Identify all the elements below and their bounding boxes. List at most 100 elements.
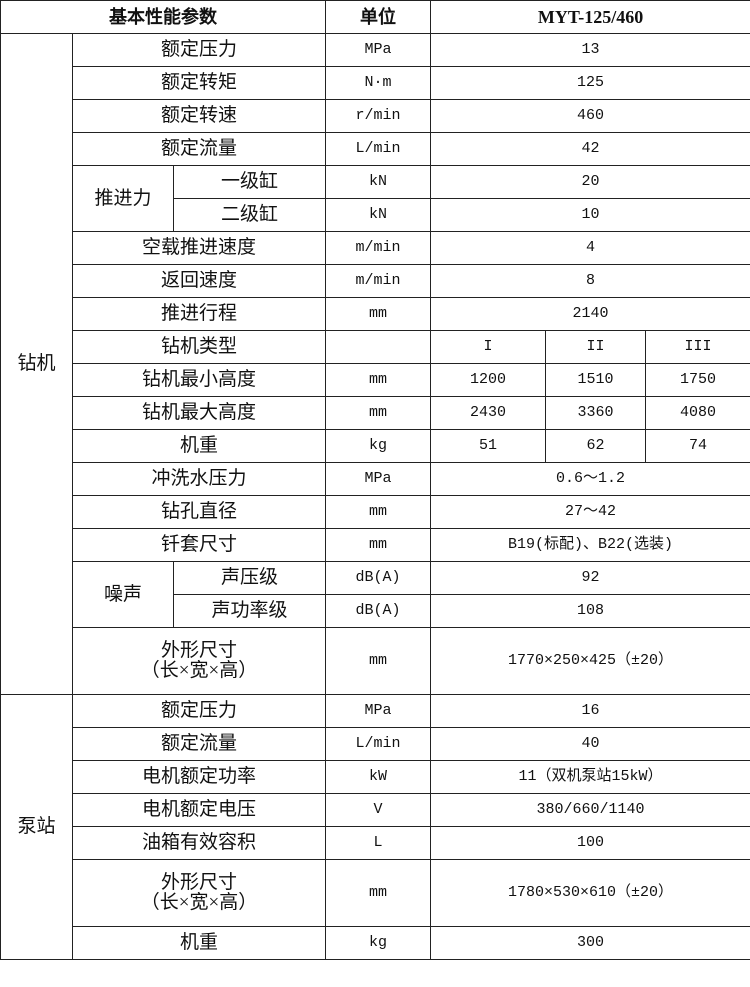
value-cell: II — [545, 330, 647, 364]
param-name-cell: 额定压力 — [71, 33, 327, 67]
group-label: 噪声 — [72, 561, 174, 628]
value-cell: 460 — [430, 99, 750, 133]
value-cell: 108 — [430, 594, 750, 628]
table-row: 额定转速 r/min 460 — [1, 99, 750, 133]
table-row: 油箱有效容积 L 100 — [1, 826, 750, 860]
param-name-cell: 一级缸 — [172, 165, 327, 199]
value-cell: 8 — [430, 264, 750, 298]
unit-cell: kN — [325, 198, 432, 232]
param-name-cell: 推进行程 — [71, 297, 327, 331]
param-name-cell: 机重 — [71, 926, 327, 960]
value-cell: 380/660/1140 — [430, 793, 750, 827]
param-name-cell: 声压级 — [172, 561, 327, 595]
param-name-sub: （长×宽×高） — [140, 660, 258, 681]
table-row: 额定流量 L/min 42 — [1, 132, 750, 166]
unit-cell: mm — [325, 627, 432, 695]
param-name-cell: 油箱有效容积 — [71, 826, 327, 860]
param-name-cell: 额定流量 — [71, 727, 327, 761]
unit-cell: kW — [325, 760, 432, 794]
param-name-cell: 冲洗水压力 — [71, 462, 327, 496]
value-cell: 27～42 — [430, 495, 750, 529]
value-cell: III — [645, 330, 750, 364]
unit-cell: MPa — [325, 462, 432, 496]
value-cell: 40 — [430, 727, 750, 761]
param-name-cell: 声功率级 — [172, 594, 327, 628]
spec-table: 基本性能参数 单位 MYT-125/460 钻机 额定压力 MPa 13 额定转矩 N·m… — [0, 0, 750, 960]
param-name-cell: 额定压力 — [71, 694, 327, 728]
value-cell: 1200 — [430, 363, 547, 397]
param-name-cell: 外形尺寸 （长×宽×高） — [71, 627, 327, 695]
value-cell: 16 — [430, 694, 750, 728]
table-row: 钻机 额定压力 MPa 13 — [0, 33, 750, 695]
value-cell: 51 — [430, 429, 547, 463]
param-name-cell: 二级缸 — [172, 198, 327, 232]
table-row: 钻机最大高度 mm 2430 3360 4080 — [1, 396, 750, 430]
group-label: 推进力 — [72, 165, 174, 232]
unit-cell: kg — [325, 429, 432, 463]
table-row: 泵站 额定压力 MPa 16 — [0, 694, 750, 960]
unit-cell: MPa — [325, 33, 432, 67]
unit-cell: r/min — [325, 99, 432, 133]
value-cell: 3360 — [545, 396, 647, 430]
value-cell: 2140 — [430, 297, 750, 331]
table-row: 外形尺寸 （长×宽×高） mm 1770×250×425（±20） — [1, 627, 750, 695]
table-row: 机重 kg 51 62 74 — [1, 429, 750, 463]
header-unit: 单位 — [325, 0, 432, 34]
param-name-cell: 额定转速 — [71, 99, 327, 133]
value-cell: 2430 — [430, 396, 547, 430]
param-name-sub: （长×宽×高） — [140, 892, 258, 913]
unit-cell: V — [325, 793, 432, 827]
table-row: 钻孔直径 mm 27～42 — [1, 495, 750, 529]
param-name-cell: 机重 — [71, 429, 327, 463]
value-cell: 125 — [430, 66, 750, 100]
unit-cell: m/min — [325, 231, 432, 265]
unit-cell — [325, 330, 432, 364]
value-cell: 0.6～1.2 — [430, 462, 750, 496]
param-name-cell: 钻机最小高度 — [71, 363, 327, 397]
unit-cell: mm — [325, 396, 432, 430]
value-cell: 300 — [430, 926, 750, 960]
table-row: 推进力 一级缸 kN 20 — [1, 165, 750, 232]
table-row: 声功率级 dB(A) 108 — [1, 594, 750, 628]
section-label: 泵站 — [0, 694, 73, 960]
unit-cell: dB(A) — [325, 561, 432, 595]
param-name-cell: 电机额定电压 — [71, 793, 327, 827]
param-name: 外形尺寸 — [161, 872, 238, 893]
value-cell: 1510 — [545, 363, 647, 397]
param-name-cell: 钎套尺寸 — [71, 528, 327, 562]
unit-cell: mm — [325, 495, 432, 529]
value-cell: 1770×250×425（±20） — [430, 627, 750, 695]
unit-cell: L — [325, 826, 432, 860]
unit-cell: m/min — [325, 264, 432, 298]
unit-cell: mm — [325, 859, 432, 927]
value-cell: 20 — [430, 165, 750, 199]
table-row: 钻机最小高度 mm 1200 1510 1750 — [1, 363, 750, 397]
param-name-cell: 空载推进速度 — [71, 231, 327, 265]
param-name-cell: 钻机类型 — [71, 330, 327, 364]
value-cell: 92 — [430, 561, 750, 595]
section-label: 钻机 — [0, 33, 73, 695]
value-cell: 62 — [545, 429, 647, 463]
param-name-cell: 钻机最大高度 — [71, 396, 327, 430]
unit-cell: mm — [325, 528, 432, 562]
table-row: 钎套尺寸 mm B19(标配)、B22(选装) — [1, 528, 750, 562]
unit-cell: kN — [325, 165, 432, 199]
param-name-cell: 钻孔直径 — [71, 495, 327, 529]
value-cell: 10 — [430, 198, 750, 232]
value-cell: I — [430, 330, 547, 364]
param-name: 外形尺寸 — [161, 640, 238, 661]
unit-cell: dB(A) — [325, 594, 432, 628]
value-cell: 13 — [430, 33, 750, 67]
value-cell: 42 — [430, 132, 750, 166]
value-cell: 4080 — [645, 396, 750, 430]
unit-cell: L/min — [325, 727, 432, 761]
table-row: 冲洗水压力 MPa 0.6～1.2 — [1, 462, 750, 496]
param-name-cell: 电机额定功率 — [71, 760, 327, 794]
header-model: MYT-125/460 — [430, 0, 750, 34]
table-row: 机重 kg 300 — [1, 926, 750, 960]
unit-cell: kg — [325, 926, 432, 960]
value-cell: 74 — [645, 429, 750, 463]
table-row: 噪声 声压级 dB(A) 92 — [1, 561, 750, 628]
param-name-cell: 额定流量 — [71, 132, 327, 166]
header-row: 基本性能参数 单位 MYT-125/460 — [0, 0, 750, 34]
